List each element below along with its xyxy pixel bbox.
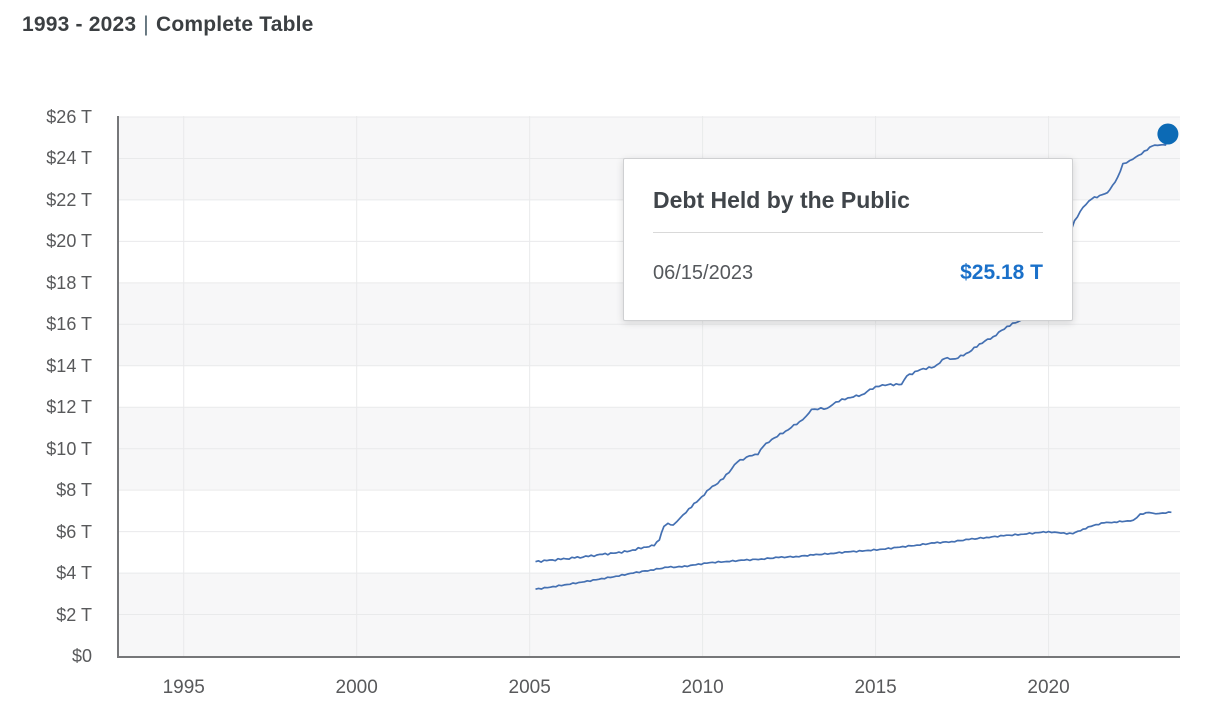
y-axis-label: $10 T (46, 438, 92, 459)
y-axis-label: $2 T (56, 604, 92, 625)
endpoint-marker[interactable] (1157, 123, 1179, 145)
y-axis-label: $20 T (46, 231, 92, 252)
y-axis-label: $22 T (46, 189, 92, 210)
series-line-secondary[interactable] (535, 511, 1172, 591)
tooltip-date: 06/15/2023 (653, 262, 754, 284)
x-axis-label: 2005 (508, 677, 551, 698)
page-title-range: 1993 - 2023 (22, 13, 137, 36)
y-axis-label: $14 T (46, 355, 92, 376)
y-axis-label: $8 T (56, 480, 92, 501)
x-axis-label: 2010 (681, 677, 724, 698)
page-title-label: Complete Table (155, 13, 314, 36)
tooltip-value: $25.18 T (960, 261, 1043, 284)
tooltip-divider (653, 232, 1043, 233)
chart-tooltip: Debt Held by the Public 06/15/2023 $25.1… (623, 158, 1073, 321)
x-axis-label: 2015 (854, 677, 897, 698)
page-title-separator: | (143, 13, 149, 36)
y-axis-label: $18 T (46, 272, 92, 293)
tooltip-title: Debt Held by the Public (653, 187, 910, 213)
y-axis-label: $12 T (46, 397, 92, 418)
y-axis-label: $24 T (46, 148, 92, 169)
y-axis-label: $26 T (46, 107, 92, 127)
y-axis-label: $0 (71, 646, 92, 666)
x-axis-label: 1995 (162, 677, 205, 698)
y-axis-label: $16 T (46, 314, 92, 335)
tooltip-row: 06/15/2023 $25.18 T (653, 261, 1043, 285)
page-title: 1993 - 2023 | Complete Table (22, 13, 314, 37)
y-axis-label: $6 T (56, 521, 92, 542)
x-axis-label: 2000 (335, 677, 378, 698)
x-axis-label: 2020 (1027, 677, 1070, 698)
y-axis-label: $4 T (56, 563, 92, 584)
